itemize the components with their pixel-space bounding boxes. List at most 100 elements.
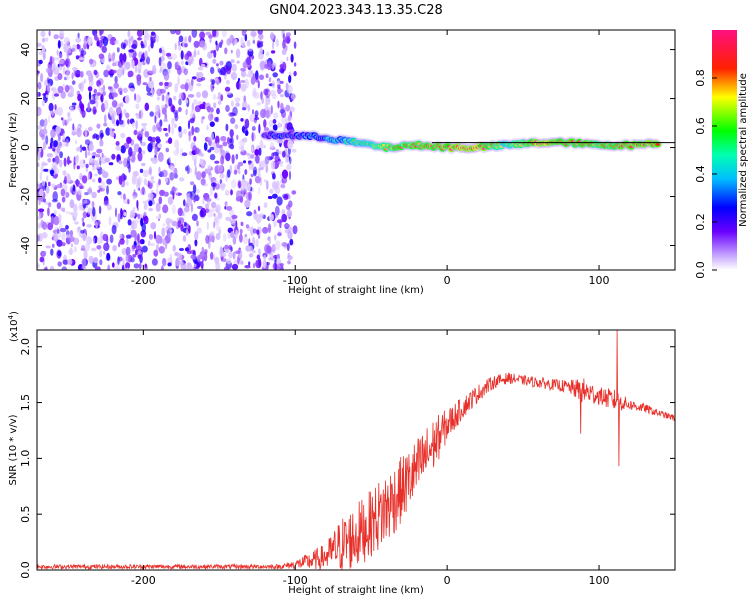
- noise-speck: [213, 221, 216, 229]
- spectrogram-y-axis-label: Frequency (Hz): [8, 112, 19, 188]
- noise-speck: [283, 194, 289, 201]
- noise-speck: [37, 42, 42, 47]
- noise-speck: [161, 227, 165, 238]
- noise-speck: [195, 171, 202, 181]
- noise-speck: [235, 220, 238, 230]
- noise-speck: [129, 87, 135, 92]
- noise-speck: [50, 128, 56, 138]
- noise-speck: [287, 139, 294, 150]
- x-tick-label: -200: [131, 274, 156, 287]
- noise-speck: [204, 168, 209, 174]
- noise-speck: [259, 213, 265, 219]
- noise-speck: [214, 117, 219, 122]
- noise-speck: [184, 82, 189, 92]
- noise-speck: [193, 260, 199, 264]
- noise-speck: [93, 88, 98, 94]
- noise-speck: [244, 33, 248, 42]
- noise-speck: [277, 121, 281, 129]
- noise-speck: [106, 178, 112, 185]
- noise-speck: [230, 218, 237, 226]
- noise-speck: [100, 95, 103, 101]
- y-tick-label: -40: [19, 237, 32, 255]
- noise-speck: [42, 141, 47, 150]
- snr-scale-exponent: 4: [7, 314, 15, 319]
- noise-speck: [76, 127, 82, 138]
- noise-speck: [115, 141, 120, 146]
- chart-title: GN04.2023.343.13.35.C28: [269, 3, 443, 18]
- noise-speck: [186, 164, 190, 175]
- noise-speck: [141, 162, 146, 167]
- noise-speck: [116, 119, 120, 127]
- noise-speck: [125, 253, 129, 263]
- noise-speck: [141, 239, 145, 245]
- noise-speck: [164, 177, 169, 183]
- noise-speck: [56, 145, 61, 154]
- noise-speck: [111, 92, 118, 98]
- noise-speck: [180, 262, 187, 270]
- noise-speck: [231, 63, 237, 72]
- noise-speck: [220, 94, 224, 102]
- noise-speck: [259, 139, 264, 150]
- noise-speck: [159, 189, 166, 197]
- noise-speck: [52, 243, 55, 248]
- noise-speck: [226, 136, 231, 145]
- noise-speck: [159, 235, 163, 244]
- noise-speck: [281, 213, 288, 223]
- noise-speck: [206, 105, 211, 113]
- noise-speck: [238, 170, 241, 175]
- noise-speck: [73, 105, 76, 110]
- noise-speck: [37, 263, 40, 269]
- x-tick-label: -100: [283, 274, 308, 287]
- noise-speck: [123, 61, 126, 72]
- noise-speck: [76, 165, 80, 170]
- noise-speck: [163, 71, 170, 81]
- noise-speck: [272, 262, 278, 270]
- noise-speck: [174, 43, 177, 51]
- noise-speck: [178, 45, 182, 51]
- noise-speck: [188, 225, 191, 234]
- noise-speck: [199, 152, 204, 157]
- noise-speck: [103, 242, 110, 252]
- noise-speck: [189, 150, 193, 156]
- noise-speck: [199, 40, 206, 48]
- noise-speck: [253, 92, 260, 99]
- noise-speck: [132, 254, 137, 258]
- noise-speck: [229, 138, 233, 143]
- noise-speck: [199, 209, 204, 218]
- noise-speck: [56, 49, 59, 56]
- noise-speck: [178, 98, 182, 106]
- noise-speck: [252, 36, 255, 44]
- noise-speck: [270, 141, 275, 149]
- noise-speck: [100, 87, 103, 92]
- noise-speck: [240, 80, 246, 83]
- noise-speck: [96, 245, 102, 250]
- noise-speck: [132, 122, 135, 128]
- noise-speck: [99, 249, 103, 258]
- noise-speck: [38, 199, 41, 206]
- noise-speck: [99, 129, 104, 140]
- noise-speck: [107, 34, 113, 39]
- noise-speck: [224, 266, 230, 270]
- noise-speck: [208, 34, 213, 39]
- noise-speck: [272, 193, 278, 199]
- noise-speck: [260, 166, 264, 171]
- noise-speck: [200, 178, 206, 186]
- noise-speck: [226, 38, 232, 46]
- noise-speck: [201, 265, 204, 270]
- noise-speck: [72, 184, 76, 192]
- noise-speck: [93, 257, 99, 264]
- noise-speck: [155, 35, 159, 43]
- noise-speck: [155, 136, 160, 141]
- noise-speck: [276, 219, 283, 224]
- noise-speck: [215, 63, 219, 67]
- noise-speck: [87, 207, 93, 215]
- noise-speck: [153, 249, 159, 257]
- colorbar-gradient: [712, 30, 737, 270]
- noise-speck: [171, 220, 178, 227]
- noise-speck: [272, 119, 277, 124]
- noise-speck: [96, 80, 101, 87]
- noise-speck: [142, 169, 149, 178]
- noise-speck: [125, 246, 131, 256]
- noise-speck: [46, 175, 49, 182]
- snr-scale-prefix: (x10: [9, 319, 20, 342]
